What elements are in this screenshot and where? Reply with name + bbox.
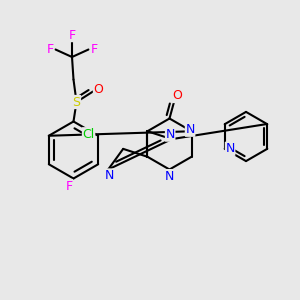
Text: O: O — [172, 89, 182, 103]
Text: N: N — [225, 142, 235, 155]
Text: F: F — [90, 43, 98, 56]
Text: Cl: Cl — [82, 128, 95, 141]
Text: N: N — [166, 128, 175, 141]
Text: N: N — [105, 169, 114, 182]
Text: F: F — [68, 28, 76, 42]
Text: O: O — [94, 82, 103, 96]
Text: F: F — [65, 179, 73, 193]
Text: S: S — [73, 95, 80, 109]
Text: F: F — [46, 43, 54, 56]
Text: N: N — [185, 123, 195, 136]
Text: N: N — [165, 169, 174, 183]
